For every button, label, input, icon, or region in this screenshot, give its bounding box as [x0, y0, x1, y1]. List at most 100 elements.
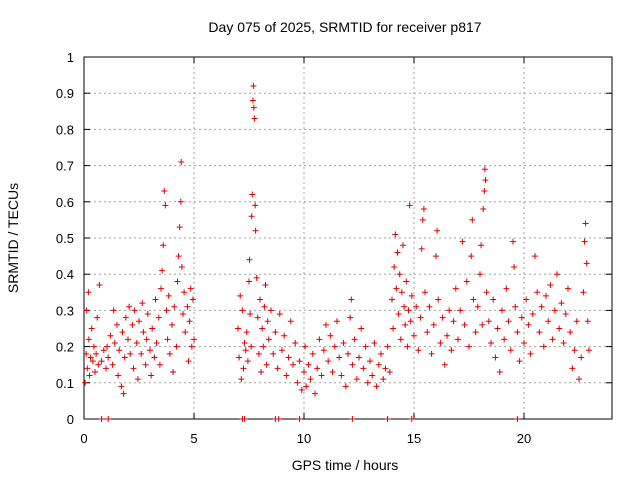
- data-point: [479, 321, 486, 328]
- data-point: [585, 347, 592, 354]
- data-point: [551, 307, 558, 314]
- data-point: [98, 416, 105, 422]
- data-point: [415, 347, 422, 354]
- data-point: [433, 253, 439, 260]
- data-point: [246, 278, 252, 285]
- data-point: [147, 347, 153, 354]
- data-point: [435, 296, 442, 303]
- data-point: [490, 296, 497, 303]
- data-point: [250, 82, 257, 89]
- data-point: [408, 416, 415, 422]
- data-point: [120, 390, 127, 397]
- data-point: [83, 307, 90, 314]
- data-point: [110, 307, 117, 314]
- data-point: [268, 307, 274, 314]
- data-point: [428, 350, 435, 357]
- data-point: [434, 227, 441, 234]
- data-point: [401, 303, 408, 310]
- data-point: [243, 329, 250, 336]
- data-point: [521, 339, 527, 346]
- data-point: [583, 260, 590, 267]
- data-point: [98, 358, 105, 365]
- data-point: [554, 271, 560, 278]
- data-point: [320, 347, 327, 354]
- data-point: [274, 365, 281, 372]
- data-point: [378, 350, 384, 357]
- data-point: [582, 220, 589, 227]
- data-point: [538, 303, 545, 310]
- data-point: [292, 339, 299, 346]
- data-point: [503, 285, 510, 292]
- data-point: [516, 358, 523, 365]
- data-point: [573, 318, 580, 325]
- data-point: [186, 318, 193, 325]
- data-point: [244, 358, 251, 365]
- plot-frame: [83, 56, 613, 420]
- data-point: [187, 285, 194, 292]
- data-point: [567, 329, 574, 336]
- data-point: [155, 314, 162, 321]
- data-point: [358, 325, 365, 332]
- data-point: [511, 263, 518, 270]
- data-point: [413, 303, 420, 310]
- data-points: [82, 82, 592, 422]
- data-point: [468, 253, 475, 260]
- data-point: [307, 376, 314, 383]
- chart-title: Day 075 of 2025, SRMTID for receiver p81…: [208, 19, 481, 35]
- x-axis-label: GPS time / hours: [292, 457, 399, 473]
- data-point: [148, 372, 155, 379]
- data-point: [499, 307, 505, 314]
- x-tick-label: 20: [517, 431, 531, 446]
- data-point: [360, 365, 367, 372]
- data-point: [452, 285, 459, 292]
- data-point: [258, 368, 265, 375]
- data-point: [111, 339, 118, 346]
- data-point: [336, 354, 343, 361]
- data-point: [430, 321, 437, 328]
- data-point: [129, 321, 136, 328]
- data-point: [345, 350, 351, 357]
- data-point: [116, 347, 123, 354]
- data-point: [182, 329, 189, 336]
- data-point: [236, 354, 243, 361]
- data-point: [261, 303, 268, 310]
- data-point: [254, 314, 261, 321]
- data-point: [290, 361, 296, 368]
- data-point: [285, 354, 292, 361]
- data-point: [398, 289, 405, 296]
- data-point: [174, 278, 181, 285]
- data-point: [351, 336, 358, 343]
- data-point: [369, 372, 376, 379]
- data-point: [156, 361, 163, 368]
- data-point: [483, 289, 490, 296]
- data-point: [160, 242, 167, 249]
- data-point: [402, 321, 409, 328]
- x-tick-label: 5: [190, 431, 197, 446]
- data-point: [466, 343, 472, 350]
- data-point: [578, 354, 585, 361]
- data-point: [161, 187, 168, 194]
- data-point: [338, 372, 345, 379]
- data-point: [238, 376, 245, 383]
- data-point: [159, 267, 166, 274]
- data-point: [492, 354, 499, 361]
- data-point: [558, 300, 565, 307]
- data-point: [235, 325, 241, 332]
- data-point: [259, 325, 266, 332]
- data-point: [189, 296, 196, 303]
- data-point: [580, 289, 587, 296]
- data-point: [127, 350, 134, 357]
- y-tick-label: 0.4: [56, 267, 74, 282]
- data-point: [105, 416, 112, 422]
- data-point: [89, 358, 96, 365]
- data-point: [250, 104, 257, 111]
- data-point: [448, 347, 455, 354]
- data-point: [151, 354, 158, 361]
- data-point: [494, 325, 501, 332]
- x-tick-label: 15: [407, 431, 421, 446]
- data-point: [534, 289, 541, 296]
- data-point: [241, 416, 248, 422]
- data-point: [249, 191, 256, 198]
- data-point: [260, 343, 267, 350]
- data-point: [130, 365, 137, 372]
